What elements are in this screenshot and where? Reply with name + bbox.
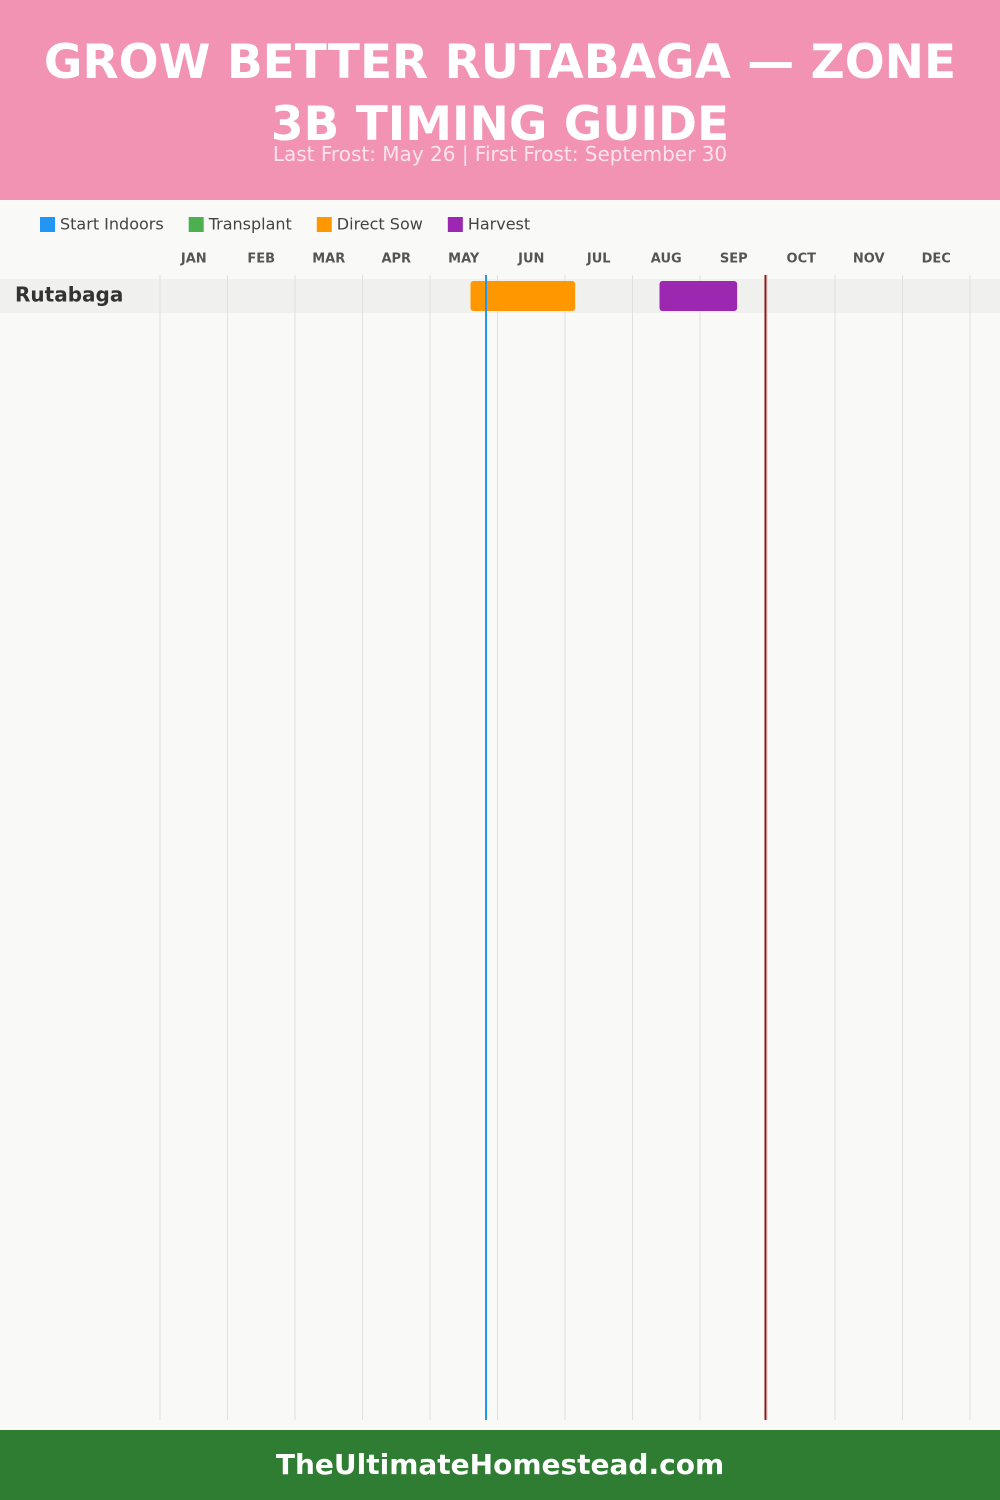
header: GROW BETTER RUTABAGA — ZONE 3B TIMING GU… — [0, 0, 1000, 200]
x-tick-label: DEC — [922, 252, 951, 267]
x-tick-label: AUG — [651, 252, 682, 267]
x-tick-label: JAN — [180, 252, 207, 267]
x-tick-label: APR — [381, 252, 411, 267]
legend-label: Transplant — [208, 215, 292, 234]
legend-swatch — [188, 217, 204, 232]
bar — [659, 281, 738, 311]
legend-swatch — [40, 217, 55, 232]
footer: TheUltimateHomestead.com — [0, 1430, 1000, 1500]
x-tick-label: OCT — [787, 252, 817, 267]
x-tick-label: JUL — [586, 252, 611, 267]
legend-label: Harvest — [468, 215, 530, 234]
chart-subtitle: Last Frost: May 26 | First Frost: Septem… — [272, 142, 728, 166]
legend-label: Start Indoors — [60, 215, 164, 234]
x-tick-label: SEP — [720, 252, 748, 267]
chart-title: GROW BETTER RUTABAGA — ZONE 3B TIMING GU… — [43, 35, 957, 152]
legend-swatch — [316, 217, 332, 232]
x-tick-label: NOV — [853, 252, 885, 267]
x-tick-label: MAR — [312, 252, 345, 267]
row-label: Rutabaga — [15, 283, 123, 307]
legend-swatch — [447, 217, 463, 232]
legend-label: Direct Sow — [337, 215, 423, 234]
x-tick-label: JUN — [517, 252, 544, 267]
x-tick-label: FEB — [247, 252, 275, 267]
x-tick-label: MAY — [448, 252, 480, 267]
bar — [470, 281, 576, 311]
chart: JAN FEB MAR APR MAY JUN JUL AUG SEP OCT NOV DEC Star… — [0, 215, 1000, 1420]
